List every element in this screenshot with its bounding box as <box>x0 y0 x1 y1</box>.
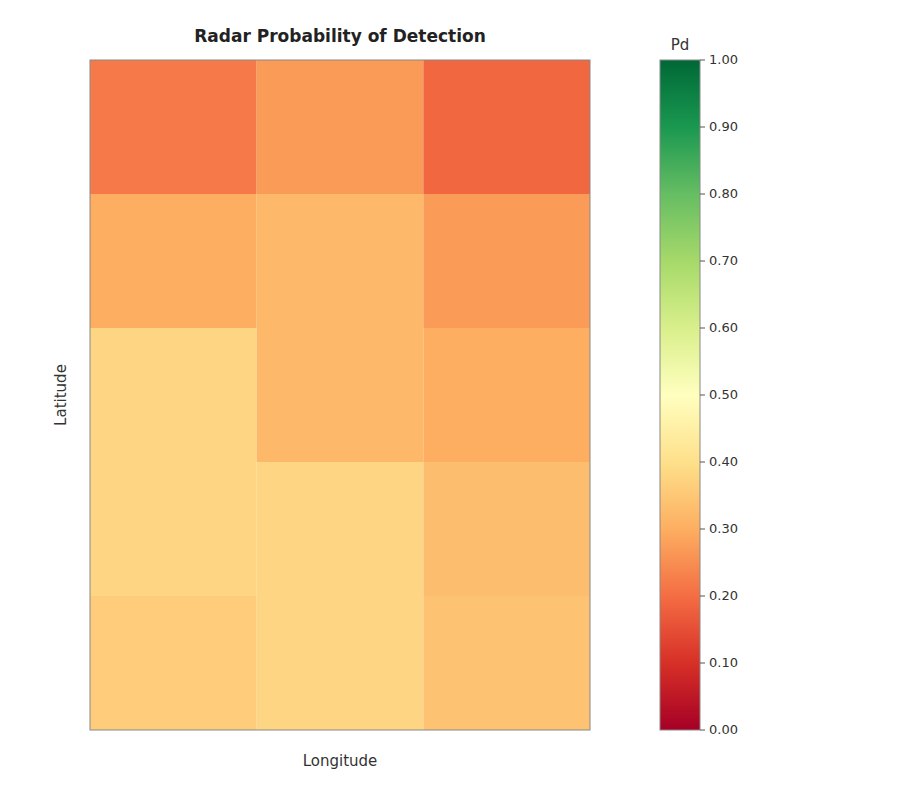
heatmap-cell <box>90 596 257 730</box>
plot-frame <box>90 60 590 730</box>
colorbar-tick <box>700 462 705 463</box>
chart-container: Radar Probability of Detection Longitude L… <box>0 0 900 800</box>
colorbar-tick <box>700 596 705 597</box>
heatmap-cell <box>423 596 590 730</box>
colorbar-tick <box>700 127 705 128</box>
title: Radar Probability of Detection <box>194 26 486 46</box>
colorbar-tick-label: 0.00 <box>709 722 738 737</box>
colorbar-tick <box>700 261 705 262</box>
heatmap-cell <box>423 462 590 596</box>
colorbar-tick <box>700 60 705 61</box>
chart-svg: Radar Probability of Detection Longitude L… <box>0 0 900 800</box>
colorbar-tick <box>700 730 705 731</box>
colorbar-tick-label: 0.10 <box>709 655 738 670</box>
heatmap-cell <box>257 60 424 194</box>
heatmap-cell <box>423 194 590 328</box>
colorbar-tick-label: 0.80 <box>709 186 738 201</box>
heatmap-cell <box>257 194 424 328</box>
colorbar-tick-label: 1.00 <box>709 52 738 67</box>
colorbar-tick <box>700 529 705 530</box>
cells <box>90 60 590 730</box>
colorbar-tick <box>700 194 705 195</box>
heatmap-cell <box>90 462 257 596</box>
x-axis-label: Longitude <box>303 752 378 770</box>
colorbar-label: Pd <box>671 36 690 54</box>
heatmap-cell <box>90 328 257 462</box>
heatmap-cell <box>257 596 424 730</box>
heatmap-cell <box>257 462 424 596</box>
heatmap-cell <box>423 60 590 194</box>
colorbar-tick <box>700 328 705 329</box>
colorbar-tick-label: 0.90 <box>709 119 738 134</box>
heatmap-cell <box>90 60 257 194</box>
heatmap-cell <box>90 194 257 328</box>
colorbar-tick-label: 0.30 <box>709 521 738 536</box>
heatmap-cell <box>423 328 590 462</box>
colorbar-tick-label: 0.50 <box>709 387 738 402</box>
colorbar-tick <box>700 395 705 396</box>
y-axis-label: Latitude <box>52 364 70 426</box>
colorbar-tick-label: 0.20 <box>709 588 738 603</box>
colorbar-tick-label: 0.70 <box>709 253 738 268</box>
colorbar-tick-label: 0.60 <box>709 320 738 335</box>
colorbar-tick-label: 0.40 <box>709 454 738 469</box>
heatmap-cell <box>257 328 424 462</box>
colorbar <box>660 60 700 730</box>
colorbar-ticks: 0.00 0.10 0.20 0.30 0.40 0.50 0.60 0.70 0.80 0.90… <box>700 52 738 737</box>
colorbar-tick <box>700 663 705 664</box>
